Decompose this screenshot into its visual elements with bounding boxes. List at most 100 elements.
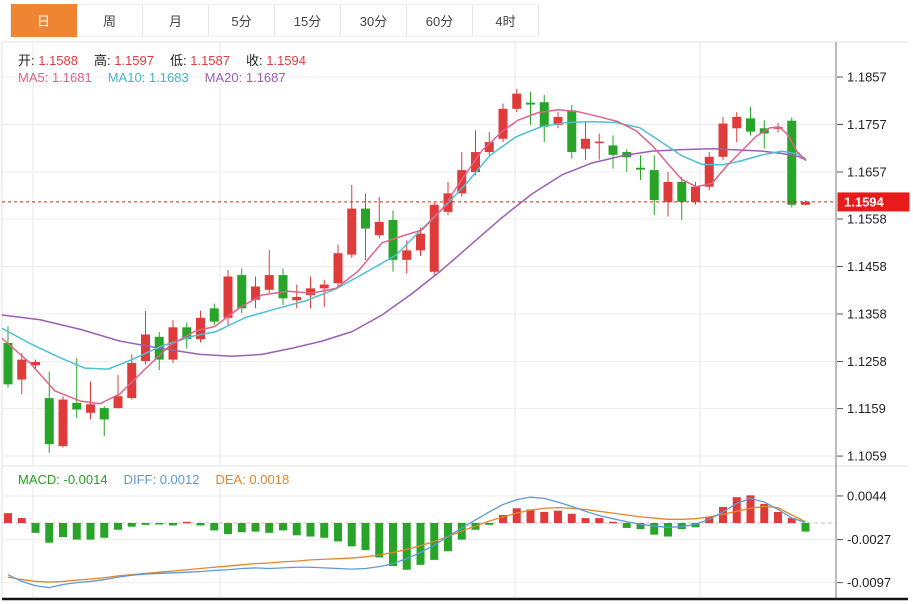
macd-bar bbox=[100, 523, 109, 538]
timeframe-tab-0[interactable]: 日 bbox=[11, 4, 77, 37]
candle-body bbox=[141, 334, 150, 362]
ma5-readout: MA5: 1.1681 bbox=[18, 70, 92, 85]
low-label: 低: bbox=[170, 53, 187, 68]
candle-body bbox=[86, 404, 95, 413]
macd-bar bbox=[581, 518, 590, 523]
candle-body bbox=[58, 399, 68, 447]
macd-bar bbox=[4, 513, 12, 523]
ma20-readout: MA20: 1.1687 bbox=[205, 70, 286, 85]
macd-bar bbox=[17, 518, 26, 523]
candle-body bbox=[251, 286, 260, 300]
ohlc-legend: 开: 1.1588 高: 1.1597 低: 1.1587 收: 1.1594 bbox=[18, 50, 322, 69]
candle-body bbox=[677, 181, 687, 202]
candle-body bbox=[17, 359, 27, 380]
macd-bar bbox=[169, 523, 177, 526]
macd-bar bbox=[59, 523, 67, 538]
timeframe-tab-6[interactable]: 60分 bbox=[407, 4, 473, 37]
candle-body bbox=[182, 327, 192, 340]
candle-body bbox=[361, 208, 370, 229]
candle-body bbox=[649, 170, 659, 201]
timeframe-tab-7[interactable]: 4时 bbox=[473, 4, 539, 37]
candle-body bbox=[581, 138, 590, 149]
macd-bar bbox=[512, 508, 521, 523]
high-readout: 高: 1.1597 bbox=[94, 53, 154, 68]
macd-bar bbox=[732, 497, 741, 523]
dea-label: DEA: bbox=[215, 472, 246, 487]
macd-bar bbox=[787, 518, 796, 523]
ma5-line bbox=[1, 109, 807, 405]
candle-body bbox=[223, 276, 233, 318]
macd-bar bbox=[361, 523, 370, 551]
macd-bar bbox=[114, 523, 122, 530]
macd-readout: MACD: -0.0014 bbox=[18, 472, 108, 487]
price-axis-label: 1.1857 bbox=[847, 70, 887, 85]
candle-body bbox=[512, 93, 522, 109]
candle-body bbox=[278, 275, 288, 299]
candle-body bbox=[196, 317, 205, 340]
ma5-value: 1.1681 bbox=[48, 70, 92, 85]
ma10-value: 1.1683 bbox=[145, 70, 189, 85]
candle-body bbox=[72, 402, 82, 410]
timeframe-tab-4[interactable]: 15分 bbox=[275, 4, 341, 37]
macd-bar bbox=[485, 523, 494, 525]
candle-body bbox=[663, 181, 673, 202]
macd-bar bbox=[691, 523, 700, 528]
high-value: 1.1597 bbox=[110, 53, 154, 68]
macd-bar bbox=[72, 523, 81, 540]
ma10-label: MA10: bbox=[107, 70, 146, 85]
macd-bar bbox=[237, 523, 246, 533]
macd-bar bbox=[389, 523, 397, 567]
candle-body bbox=[553, 116, 563, 125]
macd-bar bbox=[86, 523, 95, 540]
macd-axis-label: -0.0097 bbox=[847, 575, 891, 590]
macd-bar bbox=[526, 509, 535, 523]
macd-label: MACD: bbox=[18, 472, 60, 487]
timeframe-tab-1[interactable]: 周 bbox=[77, 4, 143, 37]
candle-body bbox=[746, 118, 755, 132]
timeframe-tab-bar: 日周月 5分 15分 30分 60分 4时 bbox=[10, 4, 539, 37]
candle-body bbox=[691, 186, 700, 202]
macd-bar bbox=[31, 523, 40, 533]
candle-body bbox=[306, 288, 315, 296]
candle-body bbox=[594, 141, 604, 144]
price-axis: 1.1857 1.1757 1.1657 1.1558 1.1458 1.1358 1.12… bbox=[837, 70, 891, 590]
macd-bar bbox=[416, 523, 425, 565]
candle-body bbox=[484, 142, 494, 153]
candle-body bbox=[237, 275, 247, 309]
timeframe-tab-2[interactable]: 月 bbox=[143, 4, 209, 37]
candle-body bbox=[608, 145, 618, 155]
macd-bar bbox=[402, 523, 411, 570]
macd-bar bbox=[292, 523, 301, 536]
candle-body bbox=[539, 102, 549, 127]
macd-bar bbox=[760, 503, 769, 523]
timeframe-tab-3[interactable]: 5分 bbox=[209, 4, 275, 37]
macd-bar bbox=[774, 511, 782, 523]
price-axis-label: 1.1657 bbox=[847, 165, 887, 180]
macd-bar bbox=[334, 523, 342, 542]
candle-body bbox=[319, 284, 329, 289]
macd-plot[interactable] bbox=[2, 470, 836, 598]
diff-readout: DIFF: 0.0012 bbox=[124, 472, 200, 487]
candlestick-series bbox=[3, 88, 810, 453]
macd-bar bbox=[127, 523, 136, 527]
macd-bar bbox=[664, 523, 672, 537]
candle-body bbox=[416, 233, 425, 251]
macd-bar bbox=[650, 523, 659, 535]
candle-body bbox=[3, 343, 13, 385]
main-chart-plot[interactable] bbox=[2, 42, 836, 466]
high-label: 高: bbox=[94, 53, 111, 68]
macd-bar bbox=[554, 510, 562, 523]
macd-legend: MACD: -0.0014 DIFF: 0.0012 DEA: 0.0018 bbox=[18, 472, 305, 487]
current-price-tag bbox=[837, 192, 910, 212]
close-label: 收: bbox=[246, 53, 263, 68]
timeframe-tab-5[interactable]: 30分 bbox=[341, 4, 407, 37]
low-readout: 低: 1.1587 bbox=[170, 53, 230, 68]
macd-bar bbox=[196, 523, 205, 526]
candle-body bbox=[388, 219, 398, 260]
diff-label: DIFF: bbox=[123, 472, 157, 487]
ma20-label: MA20: bbox=[204, 70, 243, 85]
ma20-line bbox=[1, 147, 807, 358]
grid-lines bbox=[2, 42, 836, 598]
macd-bar bbox=[595, 518, 604, 523]
